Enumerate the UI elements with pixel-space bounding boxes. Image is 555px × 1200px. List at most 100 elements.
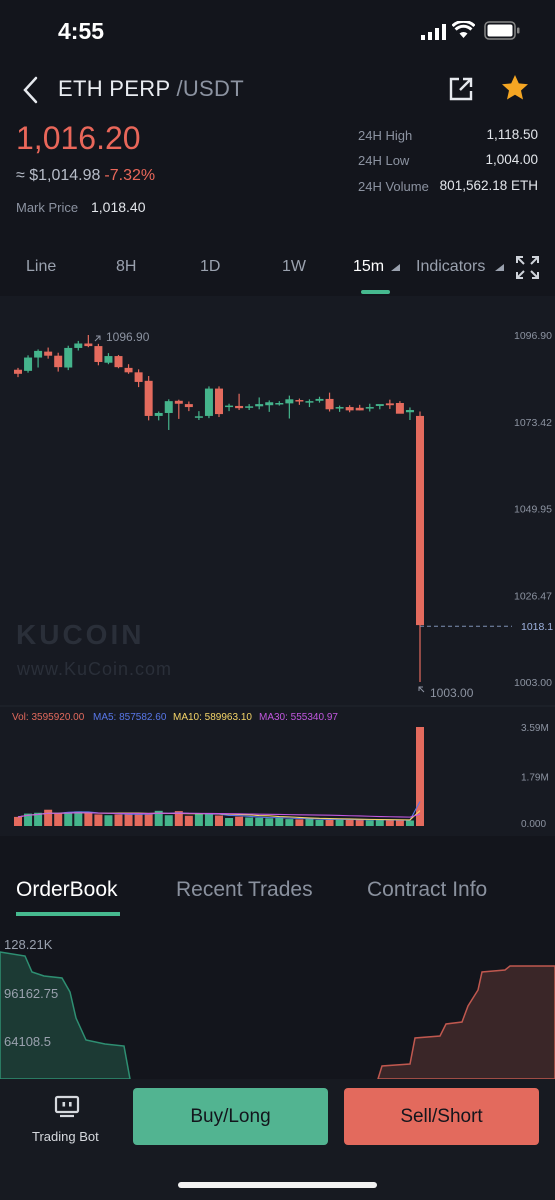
watermark-logo: KUCOIN bbox=[16, 619, 145, 650]
price-chart[interactable]: 1096.90 1003.00 1018.1 Vol: 3595920.00 MA5:… bbox=[0, 296, 555, 836]
candle-body bbox=[124, 367, 133, 373]
home-indicator bbox=[178, 1182, 377, 1188]
volume-bar bbox=[114, 814, 123, 826]
volume-bar bbox=[64, 812, 73, 826]
watermark-url: www.KuCoin.com bbox=[17, 659, 173, 679]
tab-line[interactable]: Line bbox=[26, 258, 57, 275]
trading-bot-icon[interactable] bbox=[54, 1094, 80, 1118]
volume-bar bbox=[235, 816, 244, 826]
candle-body bbox=[84, 343, 93, 347]
candle-body bbox=[114, 356, 123, 368]
candle-body bbox=[215, 388, 223, 415]
fiat-price-row: ≈ $1,014.98 -7.32% bbox=[16, 167, 155, 185]
price-axis-label: 1049.95 bbox=[514, 504, 552, 516]
trading-bot-label[interactable]: Trading Bot bbox=[32, 1129, 99, 1144]
candle-body bbox=[164, 401, 173, 413]
tab-orderbook[interactable]: OrderBook bbox=[16, 878, 118, 901]
volume-bar bbox=[345, 819, 354, 826]
candle-body bbox=[34, 350, 43, 358]
candle-body bbox=[245, 406, 254, 408]
volume-bar bbox=[305, 818, 314, 826]
candle-body bbox=[385, 403, 394, 406]
volume-bar bbox=[14, 816, 22, 826]
candle-body bbox=[335, 407, 344, 409]
candle-body bbox=[395, 402, 404, 414]
volume-bar bbox=[265, 818, 274, 826]
volume-bar bbox=[215, 815, 223, 826]
wifi-icon bbox=[452, 21, 475, 38]
volume-bar bbox=[84, 813, 93, 826]
depth-label-1: 128.21K bbox=[4, 937, 53, 952]
tab-1d[interactable]: 1D bbox=[200, 258, 221, 275]
expand-icon[interactable] bbox=[515, 255, 540, 280]
volume-bar bbox=[74, 811, 83, 826]
tab-indicators[interactable]: Indicators bbox=[416, 258, 486, 275]
stat-low-value: 1,004.00 bbox=[485, 152, 538, 167]
candle-body bbox=[295, 400, 304, 402]
volume-bar bbox=[416, 727, 424, 826]
pair-title[interactable]: ETH PERP /USDT bbox=[58, 76, 244, 102]
volume-bar bbox=[365, 820, 374, 826]
volume-bar bbox=[174, 811, 183, 826]
volume-bar bbox=[34, 812, 43, 826]
candle-body bbox=[44, 351, 53, 356]
volume-bar bbox=[385, 820, 394, 826]
tab-8h[interactable]: 8H bbox=[116, 258, 137, 275]
candle-body bbox=[154, 412, 163, 416]
candle-body bbox=[265, 402, 274, 406]
tab-1w[interactable]: 1W bbox=[282, 258, 306, 275]
volume-bar bbox=[94, 814, 103, 826]
low-arrow-icon bbox=[418, 686, 425, 693]
stat-low-label: 24H Low bbox=[358, 153, 410, 168]
cellular-signal-icon bbox=[421, 24, 446, 40]
volume-legend-item: MA10: 589963.10 bbox=[173, 712, 252, 723]
volume-bar bbox=[405, 820, 414, 826]
volume-bar bbox=[375, 819, 384, 826]
volume-bar bbox=[225, 818, 234, 826]
candle-body bbox=[315, 398, 324, 401]
buy-long-button[interactable]: Buy/Long bbox=[133, 1088, 328, 1145]
pair-quote: /USDT bbox=[176, 76, 244, 101]
volume-bar bbox=[335, 818, 344, 826]
volume-bar bbox=[275, 818, 284, 826]
candle-body bbox=[24, 357, 33, 371]
price-axis-label: 1073.42 bbox=[514, 417, 552, 429]
candle-body bbox=[174, 400, 183, 404]
volume-bar bbox=[245, 817, 254, 826]
share-icon[interactable] bbox=[446, 74, 476, 104]
candle-body bbox=[134, 372, 143, 382]
volume-legend-item: MA30: 555340.97 bbox=[259, 712, 338, 723]
volume-bar bbox=[44, 809, 53, 826]
high-price-annotation: 1096.90 bbox=[106, 330, 150, 344]
volume-ma-line bbox=[17, 812, 421, 818]
candle-body bbox=[375, 404, 384, 406]
volume-legend-item: Vol: 3595920.00 bbox=[12, 712, 85, 723]
star-icon[interactable] bbox=[499, 72, 531, 104]
volume-bar bbox=[154, 810, 163, 826]
volume-axis-label: 1.79M bbox=[521, 773, 549, 784]
stat-high-label: 24H High bbox=[358, 128, 413, 143]
tab-recent-trades[interactable]: Recent Trades bbox=[176, 878, 313, 901]
candle-body bbox=[104, 356, 113, 363]
candle-body bbox=[54, 355, 63, 368]
price-axis-label: 1096.90 bbox=[514, 330, 552, 342]
back-chevron-icon[interactable] bbox=[18, 74, 48, 106]
candle-body bbox=[194, 416, 203, 418]
timeframe-underline bbox=[361, 290, 390, 294]
high-arrow-icon bbox=[94, 335, 101, 342]
tab-contract-info[interactable]: Contract Info bbox=[367, 878, 488, 901]
sell-short-button[interactable]: Sell/Short bbox=[344, 1088, 539, 1145]
tab-15m[interactable]: 15m bbox=[353, 258, 385, 275]
candle-body bbox=[184, 404, 193, 408]
candle-body bbox=[204, 388, 213, 416]
volume-bar bbox=[164, 815, 173, 826]
depth-chart bbox=[0, 951, 555, 1079]
volume-bar bbox=[184, 815, 193, 826]
candle-body bbox=[285, 399, 294, 404]
price-axis-label: 1003.00 bbox=[514, 677, 552, 689]
stat-volume-value: 801,562.18 ETH bbox=[439, 178, 538, 193]
candle-body bbox=[74, 343, 83, 348]
orderbook-underline bbox=[16, 912, 120, 916]
volume-axis-label: 0.000 bbox=[521, 819, 546, 830]
chart-area[interactable] bbox=[0, 296, 555, 836]
